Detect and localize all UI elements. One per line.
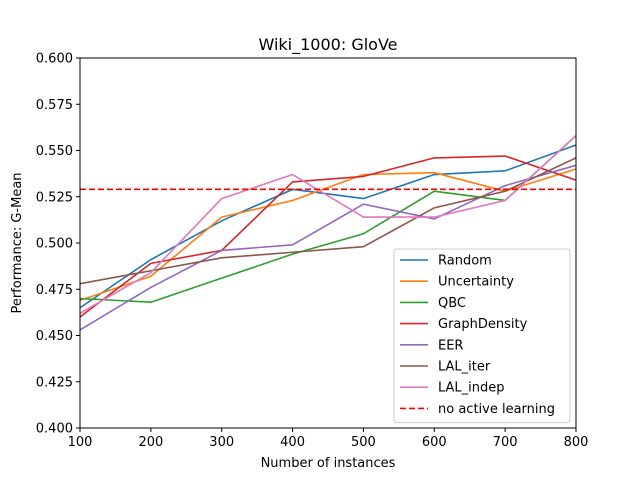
y-axis-label: Performance: G-Mean <box>10 172 25 313</box>
series-line-2 <box>79 135 577 304</box>
legend-label: EER <box>438 338 463 353</box>
series-line-0 <box>79 144 577 309</box>
x-tick-label: 800 <box>564 435 589 450</box>
y-tick-label: 0.600 <box>36 52 73 67</box>
legend-label: LAL_indep <box>438 381 505 396</box>
legend-label: no active learning <box>438 402 555 417</box>
y-tick-label: 0.475 <box>36 283 73 298</box>
y-tick-label: 0.525 <box>36 190 73 205</box>
x-tick-label: 300 <box>209 435 234 450</box>
x-axis-label: Number of instances <box>261 456 396 471</box>
y-tick-label: 0.450 <box>36 329 73 344</box>
legend-box <box>393 248 571 424</box>
y-tick-label: 0.575 <box>36 98 73 113</box>
chart-title: Wiki_1000: GloVe <box>259 35 398 55</box>
y-tick-label: 0.425 <box>36 375 73 390</box>
legend-label: LAL_iter <box>438 360 491 375</box>
plot-area: 100 200 300 400 500 600 700 800 0.400 0.425 0.450 0… <box>36 52 589 451</box>
legend-label: Uncertainty <box>438 275 514 290</box>
y-tick-label: 0.500 <box>36 237 73 252</box>
series-line-5 <box>79 157 577 285</box>
legend-label: Random <box>438 254 492 269</box>
legend-label: GraphDensity <box>438 317 528 332</box>
y-tick-label: 0.550 <box>36 144 73 159</box>
y-tick-label: 0.400 <box>36 422 73 437</box>
x-tick-label: 700 <box>493 435 518 450</box>
x-tick-label: 200 <box>138 435 163 450</box>
x-tick-label: 500 <box>351 435 376 450</box>
x-tick-label: 100 <box>68 435 93 450</box>
x-tick-label: 600 <box>422 435 447 450</box>
legend: Random Uncertainty QBC GraphDensity EER LAL_i… <box>393 248 571 424</box>
series-line-4 <box>79 164 577 331</box>
x-tick-label: 400 <box>280 435 305 450</box>
legend-label: QBC <box>438 296 466 311</box>
series-line-1 <box>79 168 577 302</box>
series-line-6 <box>79 135 577 314</box>
